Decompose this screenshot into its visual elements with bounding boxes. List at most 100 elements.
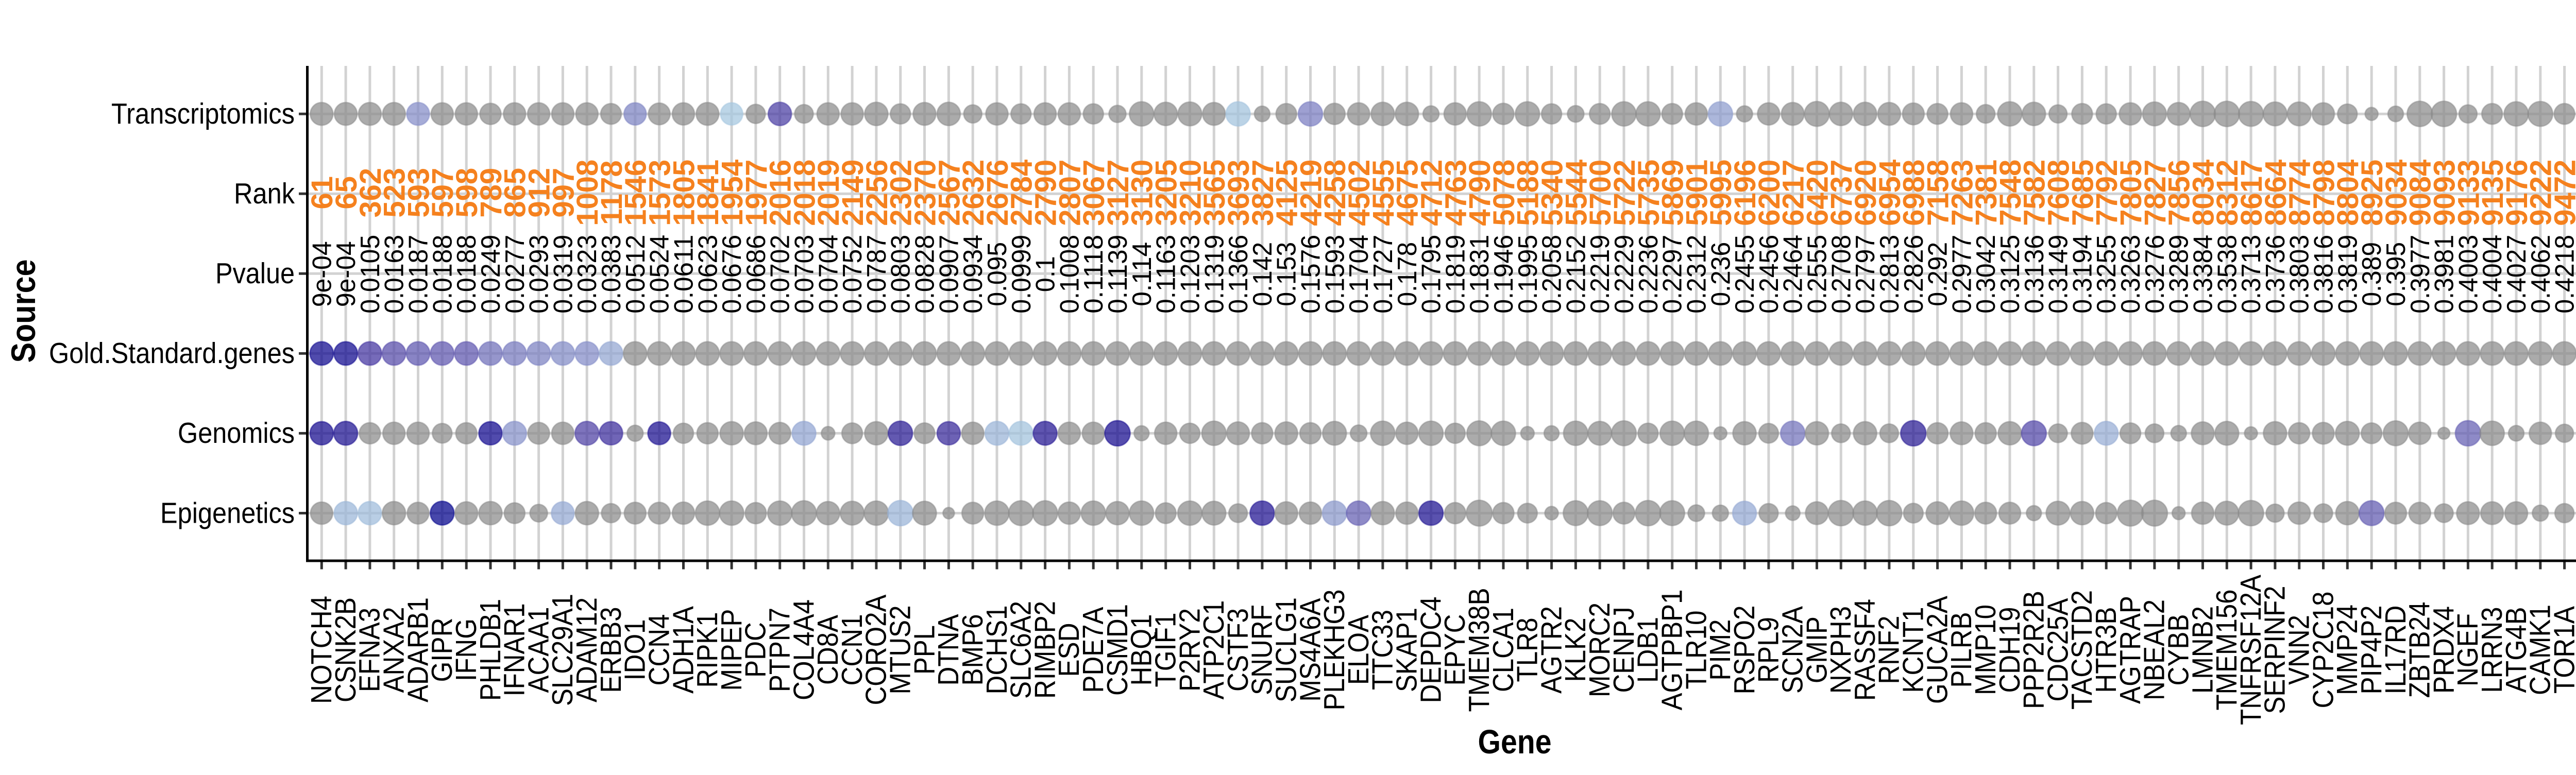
svg-text:6200: 6200 <box>1753 160 1786 226</box>
svg-text:0.2708: 0.2708 <box>1826 235 1856 314</box>
svg-text:7381: 7381 <box>1970 160 2003 226</box>
svg-text:CAMK1: CAMK1 <box>2524 605 2557 695</box>
svg-text:HBQ1: HBQ1 <box>1125 614 1158 686</box>
svg-text:5995: 5995 <box>1704 160 1738 226</box>
svg-text:Gold.Standard.genes: Gold.Standard.genes <box>49 337 295 370</box>
svg-text:SLC29A1: SLC29A1 <box>546 594 579 706</box>
svg-text:8034: 8034 <box>2187 160 2220 226</box>
svg-text:ADH1A: ADH1A <box>667 606 700 694</box>
svg-text:CDH19: CDH19 <box>1993 607 2026 693</box>
svg-text:7805: 7805 <box>2114 160 2148 226</box>
svg-text:0.1946: 0.1946 <box>1489 235 1519 314</box>
svg-text:5735: 5735 <box>1632 160 1666 226</box>
svg-text:0.3042: 0.3042 <box>1971 235 2001 314</box>
svg-text:0.1319: 0.1319 <box>1199 235 1229 314</box>
svg-text:9176: 9176 <box>2500 160 2534 226</box>
svg-text:2256: 2256 <box>860 160 894 226</box>
svg-text:6920: 6920 <box>1849 160 1883 226</box>
svg-text:4125: 4125 <box>1270 160 1304 226</box>
svg-text:CLCA1: CLCA1 <box>1487 608 1520 692</box>
svg-text:0.3194: 0.3194 <box>2067 235 2097 314</box>
svg-text:0.3263: 0.3263 <box>2116 235 2146 314</box>
svg-text:1954: 1954 <box>716 160 749 226</box>
svg-text:MMP24: MMP24 <box>2331 605 2364 695</box>
svg-text:CYP2C18: CYP2C18 <box>2307 592 2340 709</box>
svg-text:0.0676: 0.0676 <box>717 235 747 314</box>
svg-text:IDO1: IDO1 <box>619 619 652 681</box>
svg-text:9133: 9133 <box>2452 160 2485 226</box>
svg-text:0.1704: 0.1704 <box>1344 235 1374 314</box>
svg-text:0.3384: 0.3384 <box>2188 235 2218 314</box>
svg-text:Source: Source <box>4 260 42 363</box>
svg-text:0.2456: 0.2456 <box>1754 235 1784 314</box>
svg-text:0.1366: 0.1366 <box>1224 235 1253 314</box>
svg-text:2632: 2632 <box>957 160 990 226</box>
svg-text:7608: 7608 <box>2042 160 2075 226</box>
svg-text:0.0752: 0.0752 <box>838 235 868 314</box>
svg-text:0.4003: 0.4003 <box>2453 235 2483 314</box>
svg-text:0.2813: 0.2813 <box>1875 235 1905 314</box>
svg-text:1008: 1008 <box>571 160 604 226</box>
svg-text:9e-04: 9e-04 <box>331 241 361 307</box>
svg-text:0.2058: 0.2058 <box>1537 235 1567 314</box>
svg-text:PIM2: PIM2 <box>1704 619 1737 681</box>
svg-text:0.178: 0.178 <box>1393 242 1422 306</box>
svg-text:PTPN7: PTPN7 <box>764 608 796 692</box>
svg-text:VNN2: VNN2 <box>2283 615 2316 685</box>
svg-text:912: 912 <box>522 168 556 218</box>
svg-text:0.0611: 0.0611 <box>669 235 699 314</box>
svg-text:LDB1: LDB1 <box>1632 617 1665 683</box>
svg-text:8664: 8664 <box>2259 160 2293 226</box>
svg-text:7792: 7792 <box>2090 160 2124 226</box>
svg-text:0.4027: 0.4027 <box>2502 235 2532 314</box>
svg-text:DEPDC4: DEPDC4 <box>1414 597 1447 703</box>
svg-text:0.1995: 0.1995 <box>1513 235 1543 314</box>
svg-text:0.2826: 0.2826 <box>1899 235 1929 314</box>
svg-text:MTUS2: MTUS2 <box>884 606 917 695</box>
svg-text:0.3981: 0.3981 <box>2430 235 2460 314</box>
svg-text:0.4004: 0.4004 <box>2478 235 2507 314</box>
svg-text:0.0187: 0.0187 <box>403 235 433 314</box>
svg-text:8774: 8774 <box>2283 160 2317 226</box>
svg-text:5544: 5544 <box>1560 160 1593 226</box>
svg-text:0.2455: 0.2455 <box>1730 235 1760 314</box>
svg-text:0.2229: 0.2229 <box>1609 235 1639 314</box>
svg-text:KCNT1: KCNT1 <box>1897 607 1930 693</box>
svg-text:61: 61 <box>306 176 339 210</box>
svg-text:3210: 3210 <box>1174 160 1207 226</box>
svg-text:0.389: 0.389 <box>2357 242 2387 306</box>
svg-text:0.0907: 0.0907 <box>934 235 964 314</box>
svg-text:TLR8: TLR8 <box>1511 618 1544 682</box>
svg-text:1841: 1841 <box>691 160 725 226</box>
svg-text:7685: 7685 <box>2066 160 2099 226</box>
svg-text:0.0105: 0.0105 <box>355 235 385 314</box>
svg-text:0.114: 0.114 <box>1127 242 1157 306</box>
svg-text:5340: 5340 <box>1535 160 1569 226</box>
svg-text:2790: 2790 <box>1029 160 1062 226</box>
svg-text:RPL9: RPL9 <box>1752 617 1785 683</box>
svg-text:AGTR2: AGTR2 <box>1535 606 1568 694</box>
svg-text:0.0163: 0.0163 <box>380 235 410 314</box>
svg-text:BMP6: BMP6 <box>956 614 989 686</box>
svg-text:9093: 9093 <box>2428 160 2461 226</box>
svg-text:RSPO2: RSPO2 <box>1728 606 1761 695</box>
svg-text:PDE7A: PDE7A <box>1077 607 1110 693</box>
svg-text:1573: 1573 <box>643 160 676 226</box>
svg-text:Epigenetics: Epigenetics <box>160 496 295 529</box>
svg-text:0.2236: 0.2236 <box>1634 235 1664 314</box>
svg-text:TLR10: TLR10 <box>1680 611 1713 690</box>
svg-text:PPL: PPL <box>908 625 941 675</box>
svg-text:4555: 4555 <box>1367 160 1400 226</box>
svg-text:0.0703: 0.0703 <box>789 235 819 314</box>
svg-text:PRDX4: PRDX4 <box>2427 606 2460 694</box>
svg-text:TNFRSF12A: TNFRSF12A <box>2234 575 2267 725</box>
svg-text:4219: 4219 <box>1294 160 1328 226</box>
svg-text:CORO2A: CORO2A <box>860 595 893 705</box>
svg-text:ELOA: ELOA <box>1342 615 1375 685</box>
svg-text:4763: 4763 <box>1439 160 1472 226</box>
svg-text:0.1795: 0.1795 <box>1417 235 1447 314</box>
svg-text:0.395: 0.395 <box>2381 242 2411 306</box>
svg-text:TOR1A: TOR1A <box>2548 606 2576 694</box>
svg-text:0.0704: 0.0704 <box>814 235 843 314</box>
svg-text:0.0524: 0.0524 <box>645 235 675 314</box>
